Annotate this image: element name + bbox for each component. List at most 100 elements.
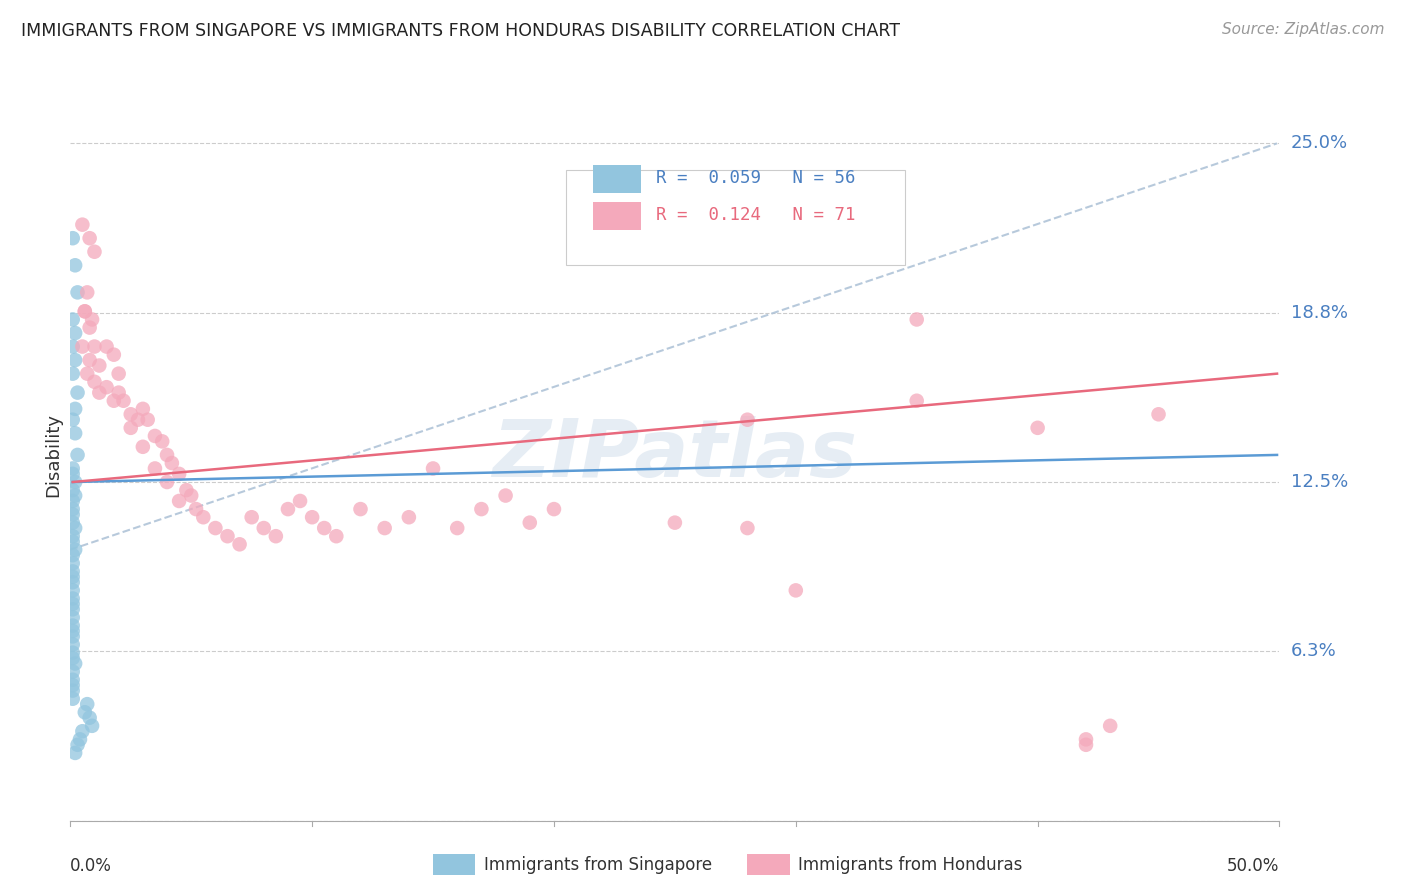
Point <box>737 413 759 427</box>
Text: 0.0%: 0.0% <box>70 857 112 875</box>
Point <box>422 461 444 475</box>
Point <box>127 413 149 427</box>
Point <box>62 565 84 579</box>
Point <box>62 483 84 497</box>
Point <box>120 421 142 435</box>
Point <box>167 467 190 481</box>
Point <box>63 401 86 416</box>
Bar <box>593 202 641 229</box>
Point <box>83 244 105 259</box>
Point <box>62 575 84 590</box>
Text: R =  0.124   N = 71: R = 0.124 N = 71 <box>655 206 855 224</box>
Bar <box>433 854 475 876</box>
Point <box>112 393 135 408</box>
Point <box>1074 738 1097 752</box>
Point <box>63 326 86 340</box>
Point <box>905 393 928 408</box>
Point <box>63 746 86 760</box>
Point <box>62 629 84 643</box>
Point <box>63 258 86 272</box>
Point <box>180 489 202 503</box>
Point <box>193 510 215 524</box>
Point <box>72 340 94 354</box>
Point <box>73 304 96 318</box>
Point <box>103 348 125 362</box>
Text: 6.3%: 6.3% <box>1291 642 1336 660</box>
Point <box>83 375 105 389</box>
Point <box>62 583 84 598</box>
Point <box>446 521 468 535</box>
Bar <box>748 854 790 876</box>
Point <box>62 651 84 665</box>
Point <box>79 231 101 245</box>
Point <box>62 312 84 326</box>
Point <box>519 516 541 530</box>
Point <box>349 502 371 516</box>
Point <box>62 529 84 543</box>
Text: Immigrants from Singapore: Immigrants from Singapore <box>484 855 711 873</box>
Text: ZIPatlas: ZIPatlas <box>492 416 858 494</box>
Point <box>62 624 84 638</box>
Point <box>62 502 84 516</box>
Point <box>63 353 86 368</box>
Point <box>62 602 84 616</box>
Text: Immigrants from Honduras: Immigrants from Honduras <box>799 855 1022 873</box>
Point <box>83 340 105 354</box>
Bar <box>593 165 641 193</box>
Point <box>76 285 98 300</box>
Point <box>905 312 928 326</box>
Point <box>79 353 101 368</box>
Point <box>96 380 118 394</box>
Point <box>76 367 98 381</box>
Point <box>543 502 565 516</box>
Point <box>62 678 84 692</box>
Point <box>107 367 129 381</box>
Point <box>325 529 347 543</box>
Point <box>314 521 336 535</box>
Point <box>160 456 183 470</box>
FancyBboxPatch shape <box>567 169 904 265</box>
Point <box>204 521 226 535</box>
Point <box>80 312 103 326</box>
Point <box>120 407 142 421</box>
Point <box>664 516 686 530</box>
Point <box>737 521 759 535</box>
Point <box>62 683 84 698</box>
Point <box>62 340 84 354</box>
Y-axis label: Disability: Disability <box>44 413 62 497</box>
Point <box>73 706 96 720</box>
Point <box>62 597 84 611</box>
Point <box>253 521 276 535</box>
Point <box>62 618 84 632</box>
Point <box>63 542 86 557</box>
Point <box>69 732 91 747</box>
Point <box>62 367 84 381</box>
Point <box>63 426 86 441</box>
Point <box>1026 421 1049 435</box>
Point <box>62 534 84 549</box>
Point <box>63 475 86 489</box>
Point <box>89 359 111 373</box>
Point <box>66 738 89 752</box>
Point <box>228 537 250 551</box>
Text: 18.8%: 18.8% <box>1291 303 1347 322</box>
Point <box>374 521 396 535</box>
Point <box>184 502 207 516</box>
Point <box>62 591 84 606</box>
Point <box>143 429 166 443</box>
Point <box>89 385 111 400</box>
Point <box>62 556 84 570</box>
Text: R =  0.059   N = 56: R = 0.059 N = 56 <box>655 169 855 187</box>
Point <box>62 467 84 481</box>
Point <box>96 340 118 354</box>
Point <box>80 719 103 733</box>
Point <box>1074 732 1097 747</box>
Point <box>62 665 84 679</box>
Point <box>62 638 84 652</box>
Point <box>103 393 125 408</box>
Point <box>62 461 84 475</box>
Point <box>132 440 155 454</box>
Point <box>301 510 323 524</box>
Point <box>62 508 84 522</box>
Point <box>63 657 86 671</box>
